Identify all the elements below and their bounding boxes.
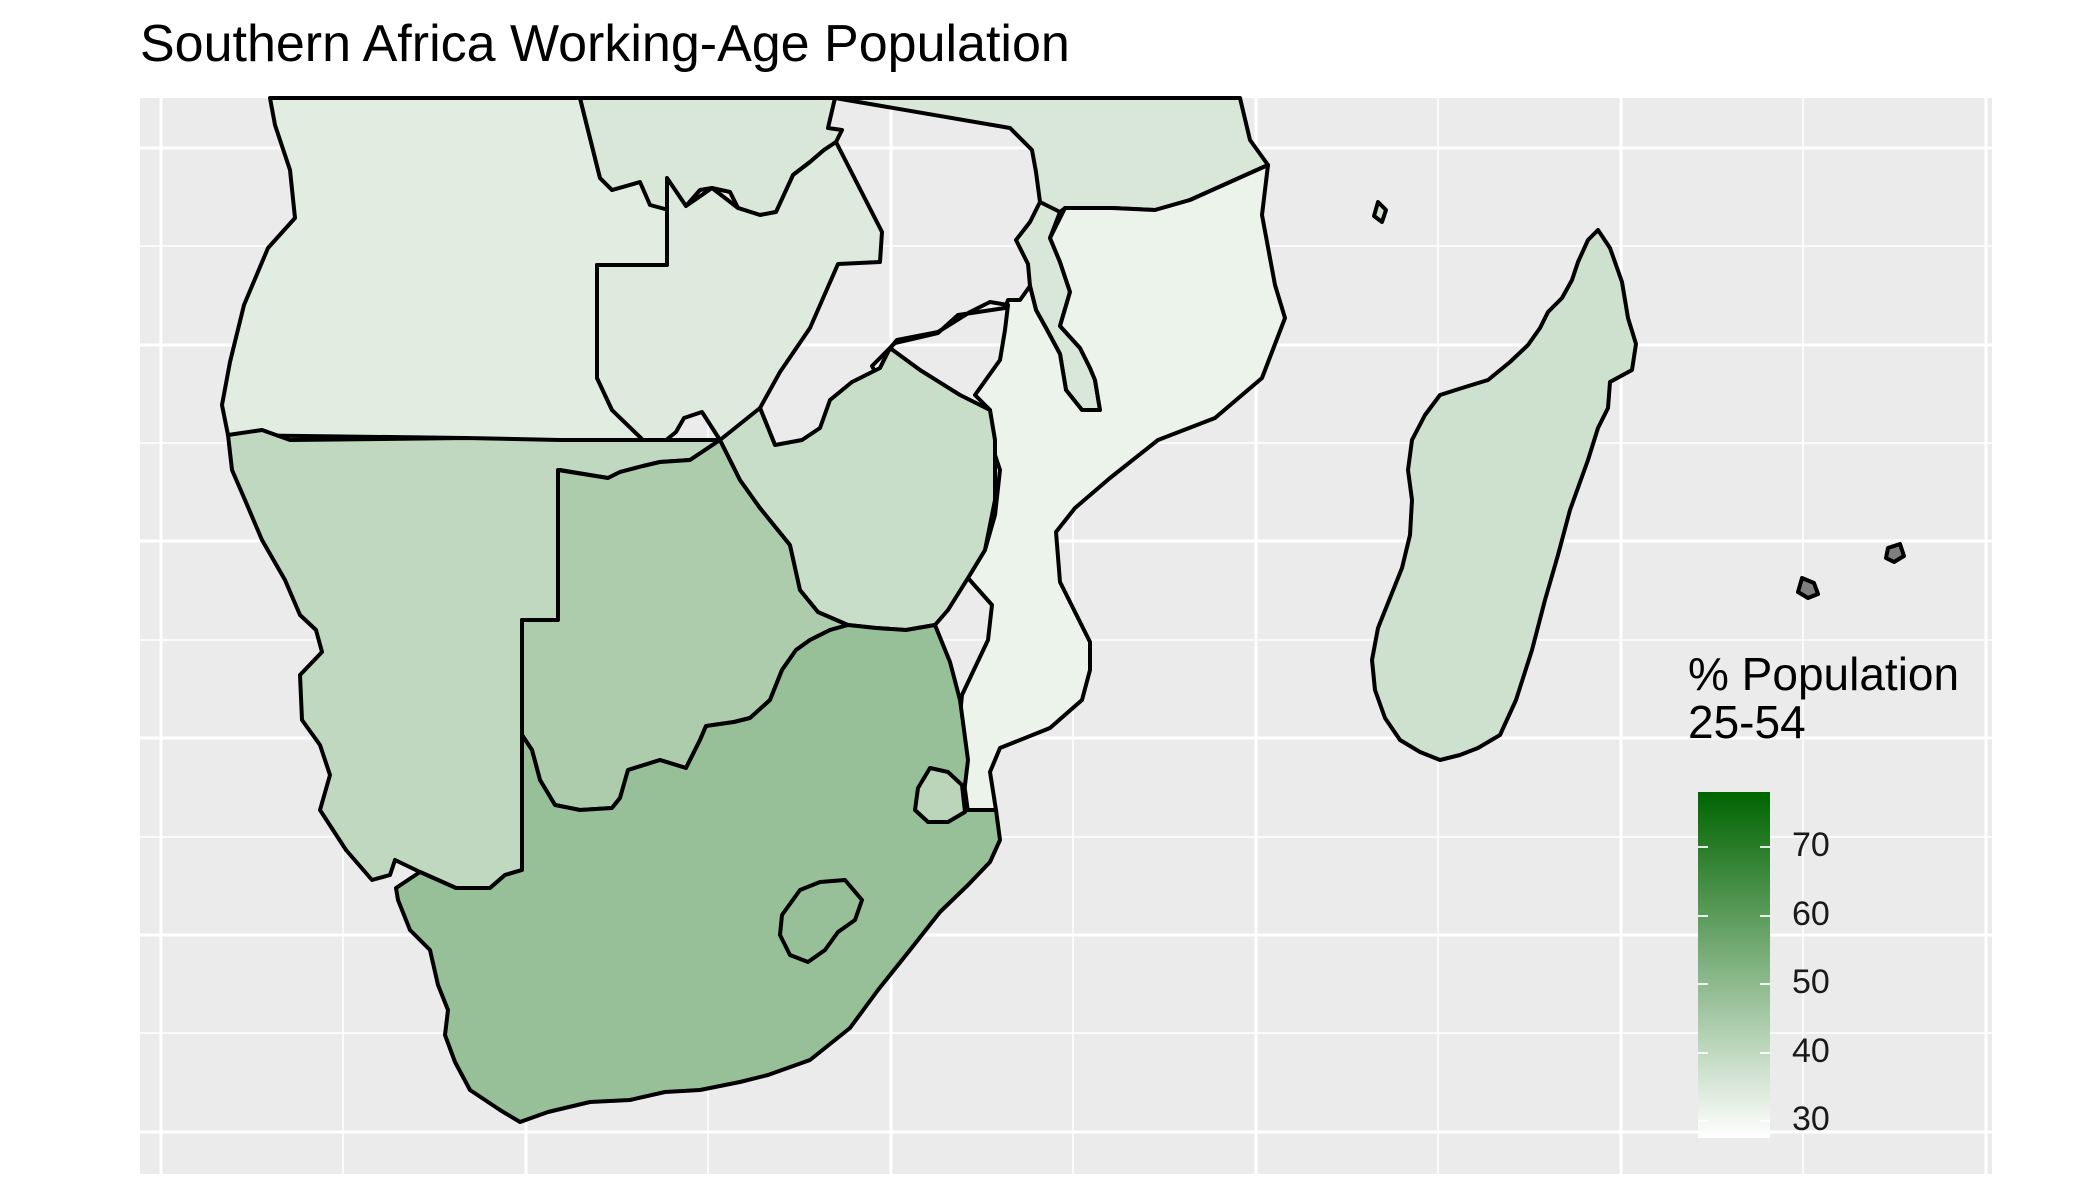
legend-title: % Population 25-54 xyxy=(1688,650,1988,746)
country-mauritius xyxy=(1796,576,1820,600)
legend-title-line-2: 25-54 xyxy=(1688,696,1806,748)
legend-label-70: 70 xyxy=(1792,826,1830,864)
legend-colorbar xyxy=(1698,792,1770,1138)
map-title: Southern Africa Working-Age Population xyxy=(140,15,1070,73)
country-eswatini xyxy=(913,766,967,824)
legend-label-50: 50 xyxy=(1792,963,1830,1001)
country-drc xyxy=(578,96,844,217)
legend: % Population 25-54 30 40 50 60 70 xyxy=(1688,650,1988,1138)
country-zambia xyxy=(595,140,884,450)
country-layer xyxy=(220,96,1906,1124)
legend-label-40: 40 xyxy=(1792,1032,1830,1070)
country-madagascar xyxy=(1370,228,1638,762)
legend-label-60: 60 xyxy=(1792,895,1830,933)
country-comoros xyxy=(1372,200,1388,224)
country-lesotho xyxy=(778,878,864,964)
country-south-africa xyxy=(394,623,1002,1124)
legend-title-line-1: % Population xyxy=(1688,648,1960,700)
legend-label-30: 30 xyxy=(1792,1100,1830,1138)
country-zimbabwe xyxy=(718,346,997,632)
country-reunion xyxy=(1884,542,1906,564)
